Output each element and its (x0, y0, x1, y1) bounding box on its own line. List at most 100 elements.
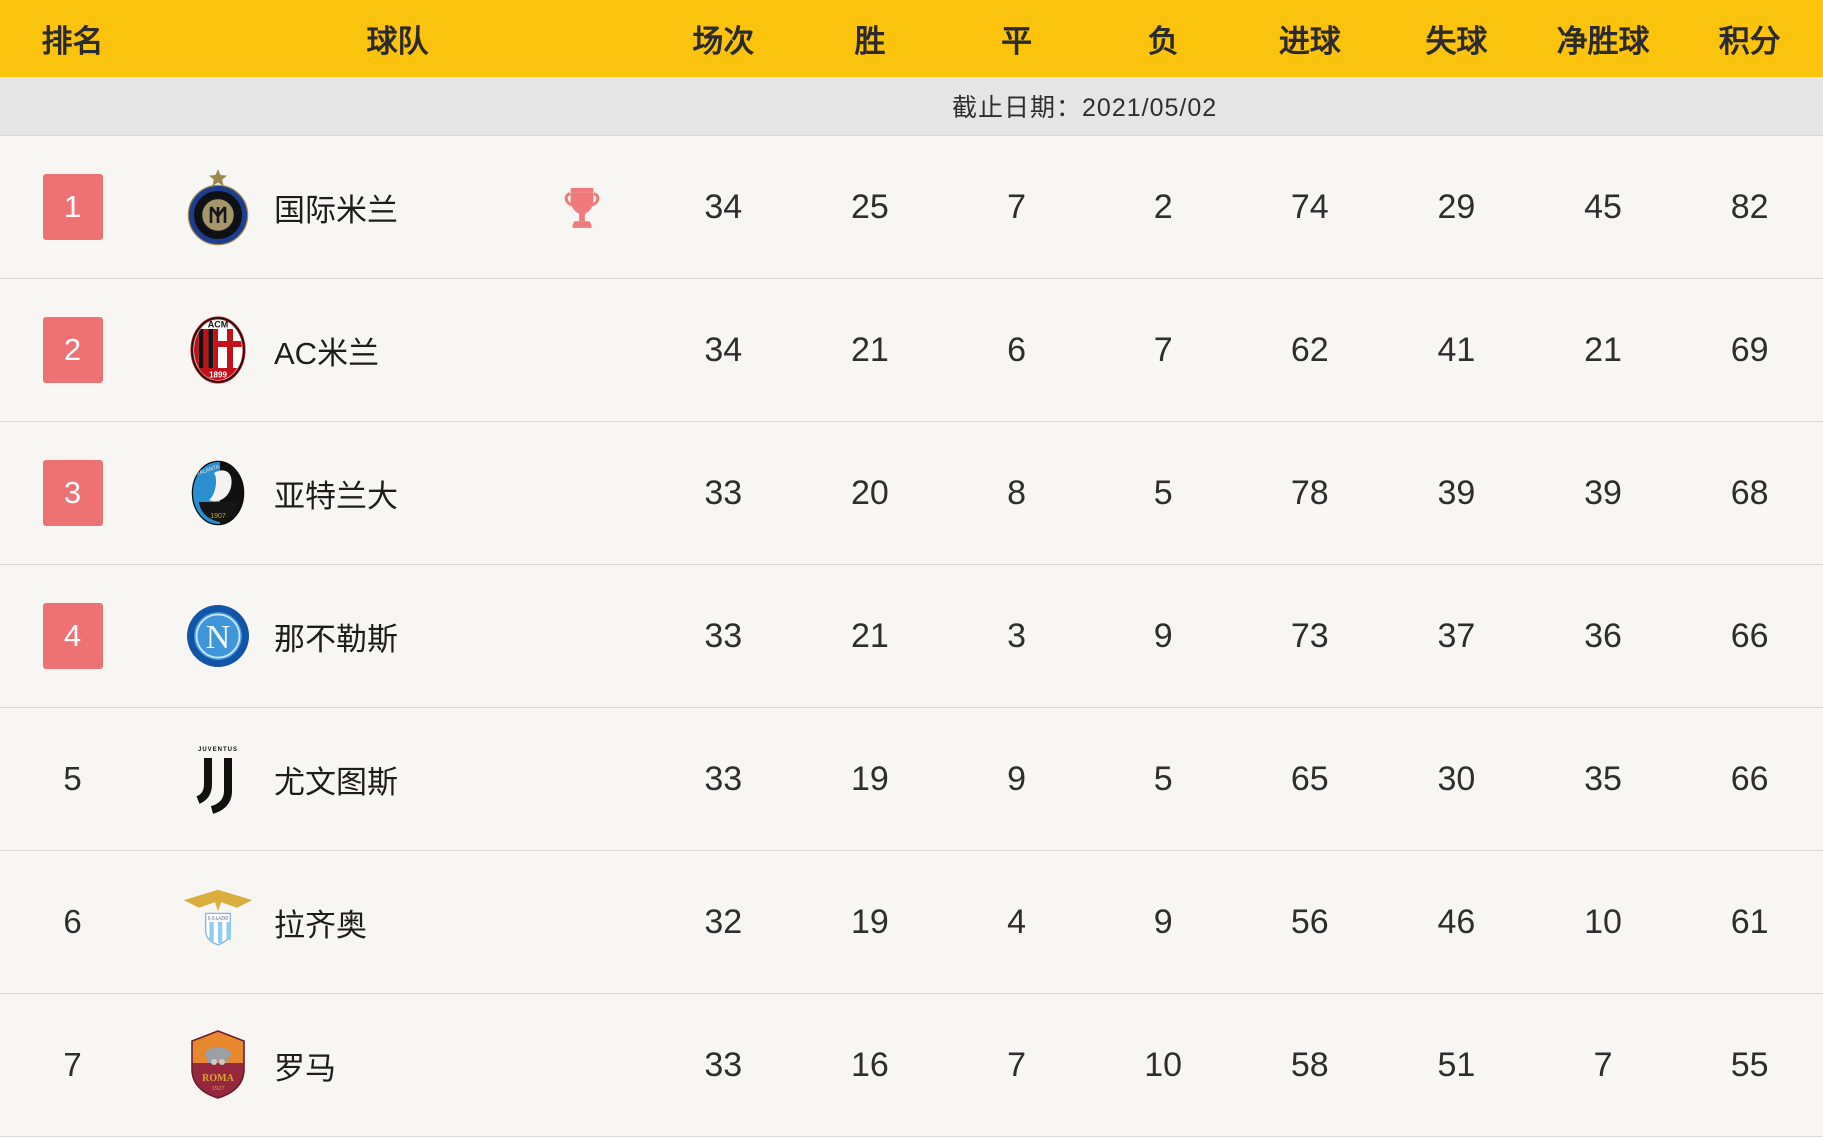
column-header-6: 进球 (1278, 24, 1341, 59)
rank-cell: 1 (0, 174, 145, 240)
stat-played: 32 (704, 902, 743, 941)
column-header-8: 净胜球 (1556, 24, 1650, 59)
team-cell: S.S.LAZIO 拉齐奥 (145, 851, 650, 993)
stat-played: 33 (704, 1045, 743, 1084)
team-cell: ATALANTA 1907 亚特兰大 (145, 422, 650, 564)
svg-text:JUVENTUS: JUVENTUS (198, 747, 238, 753)
roma-crest-icon: ROMA 1927 (180, 1025, 256, 1105)
standings-row-6: 6 S.S.LAZIO 拉齐奥 32 19 4 9 56 46 10 61 (0, 851, 1823, 994)
standings-row-2: 2 ACM 1899 AC米兰 34 21 6 7 62 41 21 69 (0, 279, 1823, 422)
stat-goal_diff: 45 (1584, 187, 1622, 226)
team-name: 尤文图斯 (274, 764, 398, 800)
svg-text:S.S.LAZIO: S.S.LAZIO (208, 916, 229, 921)
stat-points: 61 (1730, 902, 1769, 941)
column-header-3: 胜 (854, 24, 886, 59)
team-cell: 国际米兰 (145, 136, 650, 278)
rank-cell: 2 (0, 317, 145, 383)
column-header-4: 平 (1001, 24, 1033, 59)
team-name: 拉齐奥 (274, 907, 367, 943)
stat-drawn: 7 (1007, 187, 1027, 226)
svg-text:1899: 1899 (209, 371, 227, 380)
stat-drawn: 7 (1007, 1045, 1027, 1084)
team-cell: ROMA 1927 罗马 (145, 994, 650, 1136)
rank-cell: 4 (0, 603, 145, 669)
stat-drawn: 3 (1007, 616, 1027, 655)
stat-goals_against: 51 (1437, 1045, 1476, 1084)
stat-goals_for: 65 (1290, 759, 1329, 798)
stat-played: 34 (704, 330, 743, 369)
stat-goals_for: 78 (1290, 473, 1329, 512)
stat-drawn: 4 (1007, 902, 1027, 941)
stat-won: 21 (851, 330, 889, 369)
inter-milan-crest-icon (180, 167, 256, 247)
stat-goals_for: 56 (1290, 902, 1329, 941)
stat-won: 16 (851, 1045, 889, 1084)
column-header-2: 场次 (692, 24, 755, 59)
stat-lost: 9 (1153, 902, 1173, 941)
standings-row-5: 5 JUVENTUS 尤文图斯 33 19 9 5 65 30 35 66 (0, 708, 1823, 851)
stat-goal_diff: 7 (1593, 1045, 1613, 1084)
team-cell: JUVENTUS 尤文图斯 (145, 708, 650, 850)
date-value: 2021/05/02 (1082, 94, 1218, 122)
column-header-1: 球队 (366, 24, 429, 59)
stat-won: 19 (851, 902, 889, 941)
stat-points: 66 (1730, 759, 1769, 798)
stat-goals_against: 29 (1437, 187, 1476, 226)
stat-drawn: 9 (1007, 759, 1027, 798)
stat-goals_for: 74 (1290, 187, 1329, 226)
standings-row-7: 7 ROMA 1927 罗马 33 16 7 10 58 51 7 55 (0, 994, 1823, 1137)
stat-goals_against: 46 (1437, 902, 1476, 941)
rank-cell: 7 (0, 1046, 145, 1084)
svg-text:N: N (206, 619, 231, 656)
stat-goal_diff: 10 (1584, 902, 1622, 941)
rank-number: 5 (63, 760, 82, 797)
stat-drawn: 6 (1007, 330, 1027, 369)
stat-lost: 10 (1144, 1045, 1183, 1084)
stat-lost: 7 (1153, 330, 1173, 369)
stat-won: 19 (851, 759, 889, 798)
stat-won: 21 (851, 616, 889, 655)
column-header-5: 负 (1147, 24, 1179, 59)
date-text: 截止日期：2021/05/02 (952, 88, 1217, 124)
ac-milan-crest-icon: ACM 1899 (180, 310, 256, 390)
table-body: 1 国际米兰 34 25 7 2 74 29 45 82 2 ACM 1899 AC米兰 34 21… (0, 136, 1823, 1137)
rank-badge: 2 (42, 317, 103, 383)
stat-points: 55 (1730, 1045, 1769, 1084)
standings-row-1: 1 国际米兰 34 25 7 2 74 29 45 82 (0, 136, 1823, 279)
stat-goals_for: 58 (1290, 1045, 1329, 1084)
svg-text:1927: 1927 (212, 1085, 226, 1092)
stat-won: 25 (851, 187, 889, 226)
stat-played: 33 (704, 759, 743, 798)
stat-points: 68 (1730, 473, 1769, 512)
date-label: 截止日期： (952, 94, 1083, 122)
standings-row-4: 4 N 那不勒斯 33 21 3 9 73 37 36 66 (0, 565, 1823, 708)
stat-played: 33 (704, 616, 743, 655)
rank-badge: 3 (42, 460, 103, 526)
stat-goals_against: 41 (1437, 330, 1476, 369)
team-name: AC米兰 (274, 335, 380, 371)
stat-played: 33 (704, 473, 743, 512)
svg-text:ROMA: ROMA (202, 1073, 234, 1084)
atalanta-crest-icon: ATALANTA 1907 (180, 453, 256, 533)
team-cell: ACM 1899 AC米兰 (145, 279, 650, 421)
rank-number: 6 (63, 903, 82, 940)
stat-points: 66 (1730, 616, 1769, 655)
date-bar: 截止日期：2021/05/02 (0, 77, 1823, 136)
svg-text:1907: 1907 (210, 513, 226, 520)
team-name: 那不勒斯 (274, 621, 398, 657)
stat-goals_against: 37 (1437, 616, 1476, 655)
napoli-crest-icon: N (180, 596, 256, 676)
lazio-crest-icon: S.S.LAZIO (180, 882, 256, 962)
rank-cell: 3 (0, 460, 145, 526)
juventus-crest-icon: JUVENTUS (180, 739, 256, 819)
rank-badge: 1 (42, 174, 103, 240)
standings-row-3: 3 ATALANTA 1907 亚特兰大 33 20 8 5 78 39 39 68 (0, 422, 1823, 565)
stat-lost: 2 (1153, 187, 1173, 226)
stat-goals_for: 73 (1290, 616, 1329, 655)
rank-cell: 5 (0, 760, 145, 798)
column-header-9: 积分 (1718, 24, 1781, 59)
rank-badge: 4 (42, 603, 103, 669)
team-cell: N 那不勒斯 (145, 565, 650, 707)
stat-won: 20 (851, 473, 889, 512)
